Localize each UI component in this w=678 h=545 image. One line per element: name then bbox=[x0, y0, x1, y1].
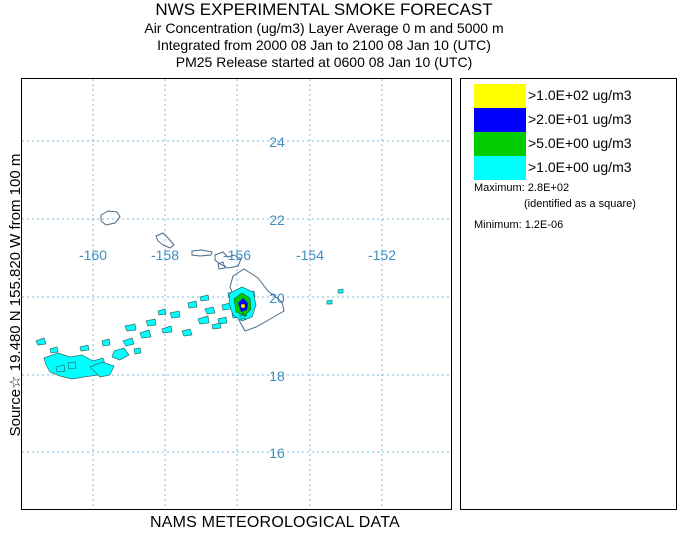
smoke-plume bbox=[35, 288, 344, 380]
subtitle-integration-period: Integrated from 2000 08 Jan to 2100 08 J… bbox=[157, 37, 491, 53]
plume-patch bbox=[169, 310, 181, 319]
island-oahu bbox=[155, 232, 175, 249]
legend-item-1: >1.0E+02 ug/m3 bbox=[474, 84, 674, 108]
legend-item-3: >5.0E+00 ug/m3 bbox=[474, 132, 674, 156]
plume-patch bbox=[133, 347, 142, 355]
island-maui bbox=[214, 251, 242, 269]
island-lanai bbox=[217, 261, 226, 270]
legend-swatch-green bbox=[474, 132, 526, 156]
plume-patch bbox=[157, 308, 167, 316]
source-concentration-core: ☆ bbox=[228, 286, 257, 323]
plume-patch bbox=[326, 299, 333, 305]
lon-label-152: -152 bbox=[368, 247, 396, 263]
legend-label: >1.0E+02 ug/m3 bbox=[528, 87, 632, 103]
plume-patch bbox=[181, 328, 193, 337]
plume-patch bbox=[199, 294, 210, 302]
plume-patch bbox=[139, 329, 152, 339]
plume-patch bbox=[67, 361, 77, 370]
data-source-footer: NAMS METEOROLOGICAL DATA bbox=[150, 514, 400, 531]
legend-label: >2.0E+01 ug/m3 bbox=[528, 111, 632, 127]
lat-label-18: 18 bbox=[269, 368, 285, 384]
legend-item-4: >1.0E+00 ug/m3 bbox=[474, 156, 674, 180]
forecast-map-panel: 24 22 20 18 16 -160 -158 -156 -154 -152 bbox=[21, 78, 452, 510]
maximum-value: Maximum: 2.8E+02 bbox=[474, 182, 570, 194]
plume-patch bbox=[145, 318, 157, 327]
plume-patch bbox=[211, 322, 222, 330]
lat-label-16: 16 bbox=[269, 445, 285, 461]
lon-label-160: -160 bbox=[79, 247, 107, 263]
legend-swatch-blue bbox=[474, 108, 526, 132]
plume-patch bbox=[217, 316, 228, 325]
plume-patch bbox=[122, 337, 135, 347]
map-title: NWS EXPERIMENTAL SMOKE FORECAST bbox=[155, 0, 493, 19]
plume-patch bbox=[161, 325, 173, 334]
source-star-icon: ☆ bbox=[238, 311, 248, 323]
legend-swatch-cyan bbox=[474, 156, 526, 180]
minimum-value: Minimum: 1.2E-06 bbox=[474, 219, 564, 231]
subtitle-release-time: PM25 Release started at 0600 08 Jan 10 (… bbox=[175, 54, 473, 70]
map-canvas: 24 22 20 18 16 -160 -158 -156 -154 -152 bbox=[22, 79, 451, 509]
plume-patch bbox=[187, 300, 198, 309]
plume-patch bbox=[55, 364, 66, 373]
plume-patch bbox=[79, 344, 90, 352]
plume-patch bbox=[49, 346, 59, 354]
maximum-note: (identified as a square) bbox=[524, 198, 636, 210]
plume-patch bbox=[197, 315, 210, 325]
legend-label: >5.0E+00 ug/m3 bbox=[528, 135, 632, 151]
plume-patch bbox=[337, 288, 344, 294]
plume-patch bbox=[35, 337, 47, 346]
legend-panel: >1.0E+02 ug/m3 >2.0E+01 ug/m3 >5.0E+00 u… bbox=[460, 78, 677, 510]
lat-label-22: 22 bbox=[269, 212, 285, 228]
island-molokai bbox=[191, 249, 213, 257]
maximum-square bbox=[240, 303, 246, 309]
lon-label-158: -158 bbox=[151, 247, 179, 263]
plume-patch bbox=[111, 347, 130, 361]
plume-patch bbox=[101, 338, 111, 347]
lat-label-24: 24 bbox=[269, 134, 285, 150]
lon-label-154: -154 bbox=[296, 247, 324, 263]
coastlines bbox=[100, 210, 285, 332]
subtitle-concentration: Air Concentration (ug/m3) Layer Average … bbox=[144, 20, 504, 36]
plume-patch bbox=[204, 306, 216, 315]
legend-item-2: >2.0E+01 ug/m3 bbox=[474, 108, 674, 132]
plume-patch bbox=[89, 361, 115, 378]
island-kauai bbox=[100, 210, 121, 226]
lon-label-156: -156 bbox=[223, 247, 251, 263]
legend-swatch-yellow bbox=[474, 84, 526, 108]
legend-label: >1.0E+00 ug/m3 bbox=[528, 159, 632, 175]
plume-patch bbox=[124, 323, 137, 332]
